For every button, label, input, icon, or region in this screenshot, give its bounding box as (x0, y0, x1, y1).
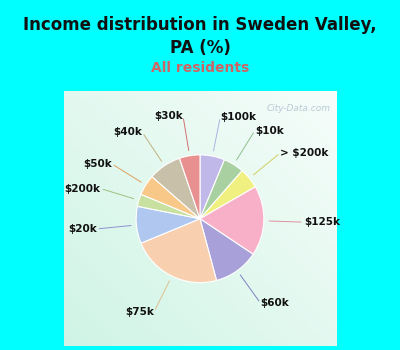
Text: $125k: $125k (304, 217, 340, 227)
Text: $60k: $60k (260, 298, 289, 308)
Wedge shape (200, 219, 253, 280)
Wedge shape (180, 155, 200, 219)
Wedge shape (141, 219, 216, 282)
Text: $30k: $30k (154, 111, 183, 121)
Text: $20k: $20k (68, 224, 96, 234)
Text: > $200k: > $200k (280, 148, 329, 158)
Text: $75k: $75k (125, 307, 154, 317)
Text: $100k: $100k (220, 112, 256, 122)
Text: $50k: $50k (83, 159, 112, 169)
Text: Income distribution in Sweden Valley,
PA (%): Income distribution in Sweden Valley, PA… (23, 16, 377, 57)
Text: All residents: All residents (151, 61, 249, 75)
Wedge shape (200, 160, 242, 219)
Wedge shape (200, 171, 255, 219)
Wedge shape (137, 194, 200, 219)
Wedge shape (141, 177, 200, 219)
Wedge shape (200, 155, 224, 219)
Text: $10k: $10k (255, 126, 284, 135)
Text: $40k: $40k (113, 127, 142, 137)
Text: $200k: $200k (64, 184, 100, 194)
Wedge shape (200, 187, 264, 254)
Text: City-Data.com: City-Data.com (267, 104, 331, 113)
Wedge shape (152, 158, 200, 219)
Wedge shape (136, 206, 200, 243)
